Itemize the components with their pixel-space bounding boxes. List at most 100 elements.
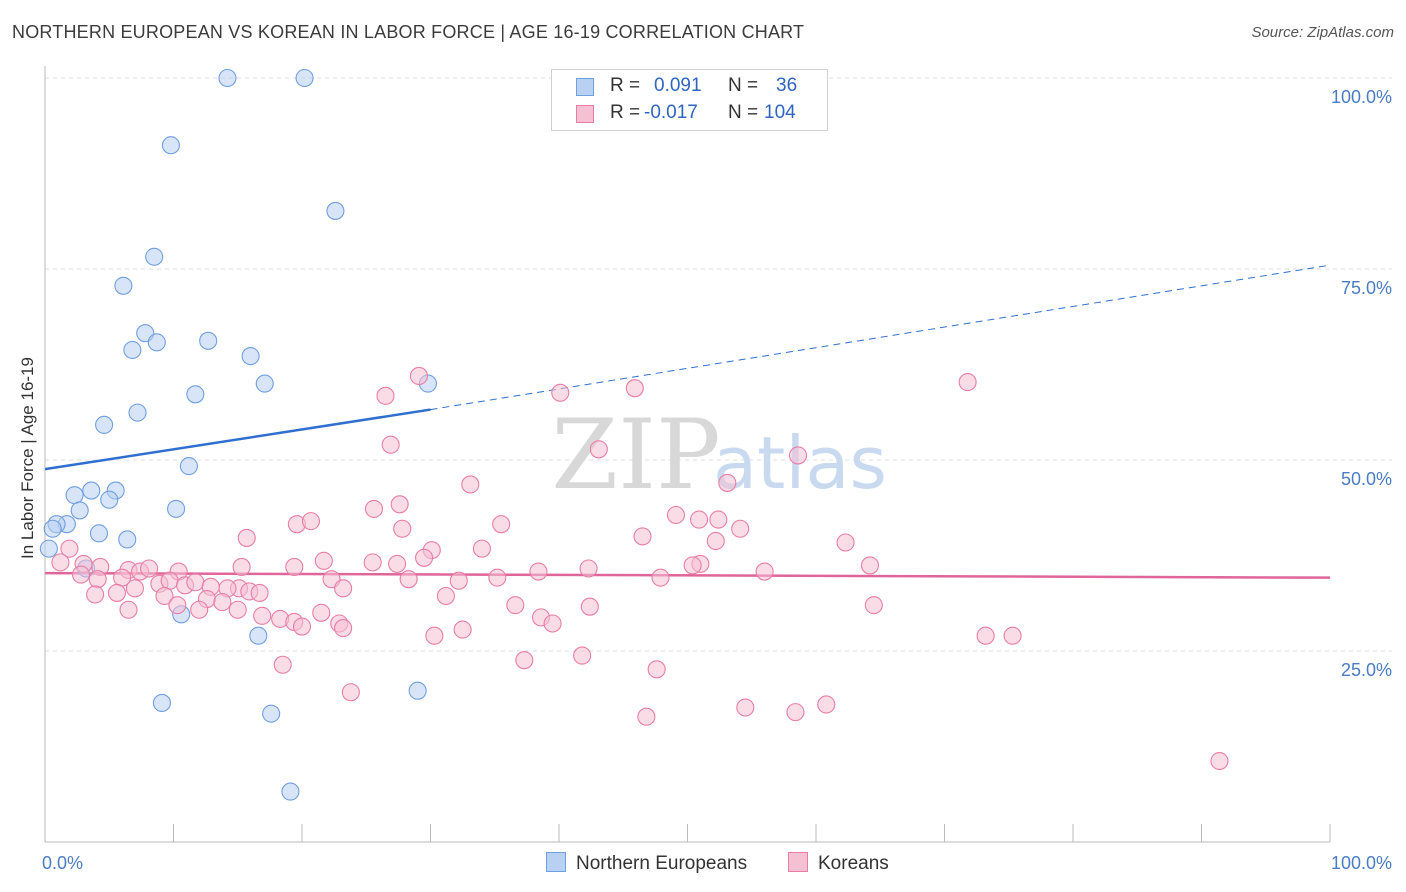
- legend-r-label: R =: [610, 102, 641, 123]
- point-northern-european: [408, 681, 427, 700]
- point-northern-european: [147, 333, 166, 352]
- y-tick-label: 50.0%: [1341, 469, 1392, 489]
- point-korean: [60, 539, 79, 558]
- x-tick-label: 100.0%: [1331, 853, 1392, 873]
- point-northern-european: [82, 481, 101, 500]
- point-korean: [543, 614, 562, 633]
- point-korean: [334, 579, 353, 598]
- legend-swatch-pink: [576, 105, 594, 123]
- point-korean: [449, 571, 468, 590]
- tick-labels: 100.0% 75.0% 50.0% 25.0% 0.0% 100.0%: [42, 87, 1392, 873]
- point-korean: [453, 620, 472, 639]
- legend-row-northern-europeans: R = 0.091 N = 36: [552, 75, 827, 101]
- point-korean: [488, 568, 507, 587]
- point-korean: [461, 475, 480, 494]
- x-tick-label: 0.0%: [42, 853, 83, 873]
- point-korean: [666, 505, 685, 525]
- point-korean: [788, 446, 808, 465]
- point-korean: [551, 383, 570, 402]
- y-tick-label: 75.0%: [1341, 278, 1392, 298]
- point-korean: [709, 510, 728, 529]
- point-northern-european: [95, 415, 114, 434]
- y-tick-label: 25.0%: [1341, 660, 1392, 680]
- point-northern-european: [100, 490, 119, 509]
- point-korean: [506, 596, 525, 615]
- point-korean: [706, 531, 725, 551]
- point-korean: [731, 519, 750, 538]
- legend-n-value: 104: [764, 102, 796, 123]
- point-korean: [492, 515, 511, 534]
- point-korean: [580, 597, 599, 616]
- point-korean: [625, 379, 644, 398]
- point-northern-european: [255, 374, 274, 393]
- legend-r-label: R =: [610, 75, 641, 96]
- legend-item-koreans: Koreans: [788, 852, 889, 876]
- point-korean: [186, 573, 205, 592]
- point-northern-european: [179, 457, 198, 476]
- point-northern-european: [186, 385, 205, 404]
- point-northern-european: [199, 331, 218, 350]
- legend-swatch-blue: [546, 852, 566, 872]
- point-korean: [817, 695, 836, 714]
- point-korean: [168, 596, 187, 615]
- point-northern-european: [89, 524, 109, 543]
- point-korean: [958, 373, 977, 392]
- axes: [44, 66, 1331, 843]
- legend-n-label: N =: [728, 75, 759, 96]
- point-korean: [213, 593, 232, 612]
- point-northern-european: [167, 499, 186, 518]
- point-korean: [718, 473, 737, 492]
- point-northern-european: [281, 782, 300, 801]
- point-korean: [285, 557, 304, 577]
- point-korean: [334, 619, 353, 638]
- point-northern-european: [326, 201, 345, 220]
- point-korean: [228, 600, 247, 619]
- point-northern-european: [70, 501, 89, 520]
- point-korean: [1210, 751, 1229, 771]
- point-korean: [88, 570, 107, 589]
- point-korean: [589, 440, 608, 459]
- point-korean: [836, 533, 855, 552]
- point-korean: [312, 603, 331, 622]
- point-northern-european: [43, 519, 62, 538]
- point-korean: [651, 568, 670, 587]
- point-korean: [253, 606, 272, 625]
- point-northern-european: [152, 693, 171, 713]
- point-korean: [160, 571, 179, 590]
- data-points: [39, 68, 1229, 801]
- point-northern-european: [118, 530, 137, 549]
- point-korean: [393, 519, 412, 538]
- point-korean: [364, 499, 384, 518]
- point-korean: [690, 510, 709, 529]
- point-korean: [363, 553, 382, 572]
- point-korean: [51, 553, 70, 572]
- stats-legend: R = 0.091 N = 36 R = -0.017 N = 104: [551, 69, 828, 131]
- point-korean: [633, 527, 652, 546]
- legend-r-value: -0.017: [644, 102, 698, 123]
- legend-n-label: N =: [728, 102, 759, 123]
- point-korean: [436, 586, 455, 606]
- legend-item-northern-europeans: Northern Europeans: [546, 852, 747, 876]
- point-korean: [647, 660, 666, 679]
- point-northern-european: [65, 486, 84, 505]
- trend-line-northern-europeans: [44, 408, 431, 471]
- point-korean: [155, 586, 174, 606]
- point-korean: [755, 562, 774, 581]
- legend-label: Northern Europeans: [576, 853, 748, 874]
- point-korean: [292, 617, 312, 636]
- point-korean: [125, 579, 144, 598]
- point-korean: [786, 703, 805, 722]
- point-korean: [86, 585, 105, 604]
- point-northern-european: [128, 403, 147, 422]
- legend-label: Koreans: [818, 853, 889, 874]
- legend-swatch-blue: [576, 78, 594, 96]
- y-axis-label: In Labor Force | Age 16-19: [18, 357, 37, 559]
- chart-title: NORTHERN EUROPEAN VS KOREAN IN LABOR FOR…: [12, 22, 805, 42]
- point-korean: [736, 698, 755, 717]
- point-korean: [976, 626, 995, 645]
- point-korean: [190, 600, 209, 619]
- legend-row-koreans: R = -0.017 N = 104: [552, 102, 827, 128]
- point-korean: [237, 528, 256, 547]
- trend-line-koreans: [44, 571, 1331, 579]
